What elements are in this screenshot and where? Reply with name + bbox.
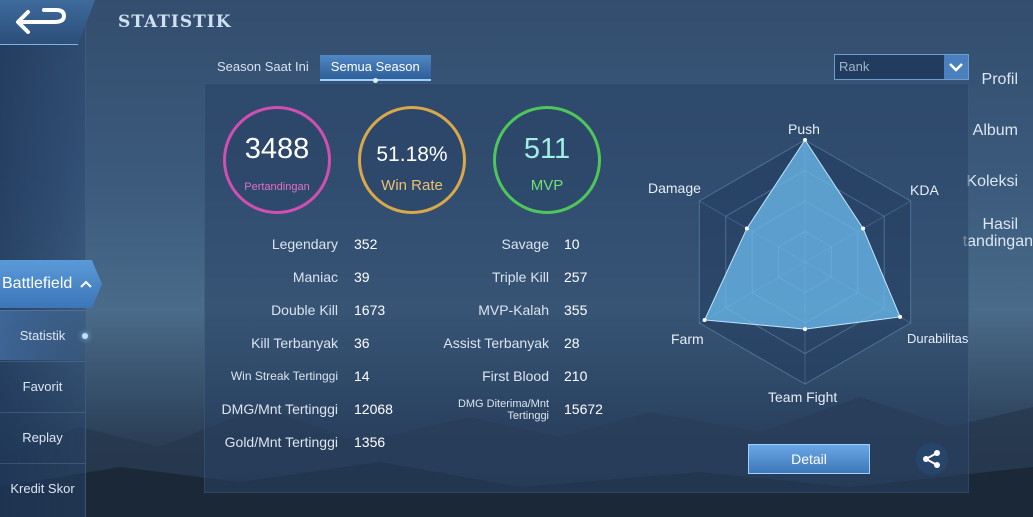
radar-point-push xyxy=(803,138,807,142)
mvp-label: MVP xyxy=(530,177,564,194)
stat-value-legendary: 352 xyxy=(354,236,378,252)
winrate-value: 51.18% xyxy=(376,143,448,166)
radar-chart xyxy=(698,138,912,385)
sidebar-subitem-kredit-skor[interactable]: Kredit Skor xyxy=(0,463,85,513)
stat-value-mvp-kalah: 355 xyxy=(564,302,588,318)
sidebar xyxy=(0,0,86,517)
sidebar-item-label: tandingan xyxy=(962,233,1033,250)
sidebar-item-label: Statistik xyxy=(19,328,66,343)
stat-label-dmg-diterima: DMG Diterima/Mnt Tertinggi xyxy=(458,398,549,422)
page-title: STATISTIK xyxy=(118,12,232,32)
sidebar-item-label: Battlefield xyxy=(2,275,73,292)
stat-label-first-blood: First Blood xyxy=(482,368,549,384)
stat-label-assist-terbanyak: Assist Terbanyak xyxy=(443,335,549,351)
matches-label: Pertandingan xyxy=(244,181,310,193)
winrate-ring: 51.18% Win Rate xyxy=(358,106,466,214)
radar-label-damage: Damage xyxy=(648,180,701,196)
stat-label-gold-mnt: Gold/Mnt Tertinggi xyxy=(224,434,338,450)
share-icon xyxy=(923,450,940,468)
winrate-label: Win Rate xyxy=(381,177,443,194)
stat-value-win-streak: 14 xyxy=(354,368,370,384)
radar-label-team-fight: Team Fight xyxy=(768,389,838,405)
back-arrow-icon xyxy=(16,8,67,34)
rank-dropdown[interactable]: Rank xyxy=(834,54,969,80)
sidebar-subitem-statistik[interactable]: Statistik xyxy=(0,310,88,360)
sidebar-item-profil[interactable]: Profil xyxy=(981,71,1018,88)
active-indicator xyxy=(82,333,88,339)
sidebar-item-label: Favorit xyxy=(22,379,63,394)
radar-label-durabilitas: Durabilitas xyxy=(907,331,969,346)
radar-point-durabilitas xyxy=(898,314,903,319)
stat-label-mvp-kalah: MVP-Kalah xyxy=(478,302,549,318)
sidebar-item-battlefield[interactable]: Battlefield xyxy=(0,260,102,308)
radar-label-push: Push xyxy=(788,121,820,137)
stat-label-dmg-mnt: DMG/Mnt Tertinggi xyxy=(221,401,338,417)
stat-value-savage: 10 xyxy=(564,236,580,252)
radar-label-farm: Farm xyxy=(671,331,704,347)
mvp-value: 511 xyxy=(523,133,571,165)
stat-value-dmg-mnt: 12068 xyxy=(354,401,393,417)
stat-value-first-blood: 210 xyxy=(564,368,588,384)
radar-label-kda: KDA xyxy=(910,182,939,198)
stat-label-line: Tertinggi xyxy=(507,410,549,422)
tab-season-saat-ini[interactable]: Season Saat Ini xyxy=(217,59,309,74)
back-button[interactable] xyxy=(0,0,95,45)
sidebar-item-koleksi[interactable]: Koleksi xyxy=(966,173,1018,190)
matches-ring: 3488 Pertandingan xyxy=(223,106,331,214)
stat-label-maniac: Maniac xyxy=(292,269,338,285)
stat-label-triple-kill: Triple Kill xyxy=(491,269,549,285)
chevron-up-icon xyxy=(80,280,92,288)
share-button[interactable] xyxy=(916,443,948,475)
detail-button[interactable]: Detail xyxy=(748,444,870,474)
radar-point-kda xyxy=(861,226,866,231)
sidebar-item-hasil-tandingan[interactable]: Hasil tandingan xyxy=(963,216,1033,250)
stat-label-double-kill: Double Kill xyxy=(271,302,338,318)
sidebar-subitem-favorit[interactable]: Favorit xyxy=(0,361,85,411)
radar-point-team-fight xyxy=(803,327,807,332)
mvp-ring: 511 MVP xyxy=(493,106,601,214)
stat-value-gold-mnt: 1356 xyxy=(354,434,386,450)
stat-value-assist-terbanyak: 28 xyxy=(564,335,580,351)
matches-value: 3488 xyxy=(244,133,310,165)
stat-label-legendary: Legendary xyxy=(271,236,338,252)
stat-value-kill-terbanyak: 36 xyxy=(354,335,370,351)
tab-semua-season[interactable]: Semua Season xyxy=(319,55,431,83)
radar-point-damage xyxy=(744,226,749,231)
stat-label-line: DMG Diterima/Mnt xyxy=(457,398,549,410)
stat-value-dmg-diterima: 15672 xyxy=(564,401,603,417)
sidebar-item-label: Kredit Skor xyxy=(10,481,75,496)
radar-point-farm xyxy=(702,317,707,322)
stat-value-maniac: 39 xyxy=(354,269,370,285)
season-tabs: Season Saat Ini Semua Season xyxy=(206,55,431,83)
stat-label-kill-terbanyak: Kill Terbanyak xyxy=(251,335,338,351)
sidebar-subitem-replay[interactable]: Replay xyxy=(0,412,85,462)
rank-dropdown-value: Rank xyxy=(839,59,870,74)
chevron-down-icon xyxy=(944,55,968,79)
sidebar-item-label: Hasil xyxy=(982,216,1018,233)
sidebar-item-album[interactable]: Album xyxy=(972,122,1018,139)
sidebar-item-label: Replay xyxy=(22,430,63,445)
stat-value-triple-kill: 257 xyxy=(564,269,588,285)
stat-value-double-kill: 1673 xyxy=(354,302,386,318)
stat-label-savage: Savage xyxy=(501,236,549,252)
stat-label-win-streak: Win Streak Tertinggi xyxy=(230,369,338,383)
radar-grid-ring xyxy=(725,169,885,355)
